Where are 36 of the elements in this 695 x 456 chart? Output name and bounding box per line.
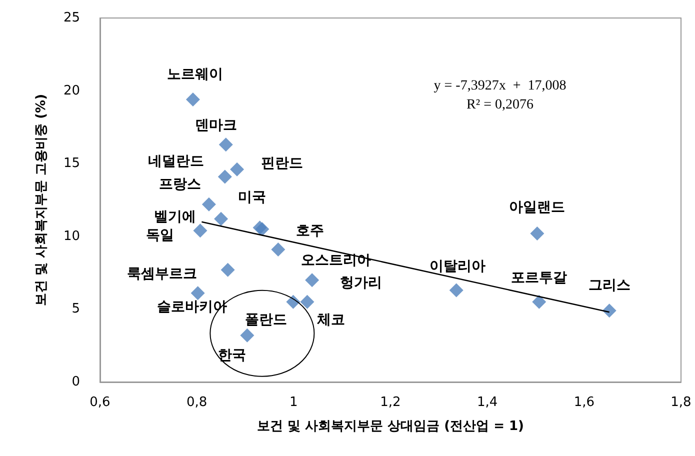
x-tick-label: 1,6 [574,395,595,410]
x-tick-label: 0,6 [90,395,110,410]
x-tick-label: 1,2 [380,395,401,410]
x-tick-label: 1,8 [670,395,692,410]
annotation: 네덜란드 [148,154,204,170]
annotation: 포르투갈 [511,270,568,286]
x-tick-label: 0,8 [186,395,208,410]
annotation: 벨기에 [154,208,196,225]
annotation: 체코 [316,312,346,328]
annotation: R² = 0,2076 [466,98,534,112]
y-tick-label: 25 [63,10,80,26]
y-tick-label: 5 [72,302,80,317]
annotation: 덴마크 [194,118,237,134]
y-tick-label: 10 [63,228,80,244]
annotation: 오스트리아 [301,252,372,269]
annotation: 헝가리 [340,275,382,292]
x-tick-label: 1 [290,395,298,410]
annotation: 이탈리아 [429,258,486,274]
annotation: 그리스 [588,278,630,294]
annotation: 미국 [238,190,266,206]
annotation: 노르웨이 [166,66,223,83]
annotation: 한국 [218,347,246,364]
x-tick-label: 1,4 [476,395,498,410]
annotation: 룩셈부르크 [126,266,197,282]
y-tick-label: 0 [72,374,80,390]
annotation: 핀란드 [261,155,304,172]
annotation: 호주 [296,223,324,240]
y-axis-title: 보건 및 사회복지부문 고용비중 (%) [34,94,49,306]
annotation: y = -7,3927x + 17,008 [434,78,566,94]
annotation: 아일랜드 [509,199,566,216]
x-axis-title: 보건 및 사회복지부문 상대임금 (전산업 = 1) [257,419,524,434]
y-tick-label: 15 [63,156,80,172]
annotation: 독일 [146,228,174,244]
annotation: 폴란드 [245,312,288,328]
y-tick-label: 20 [63,83,80,98]
annotation: 프랑스 [158,176,201,192]
